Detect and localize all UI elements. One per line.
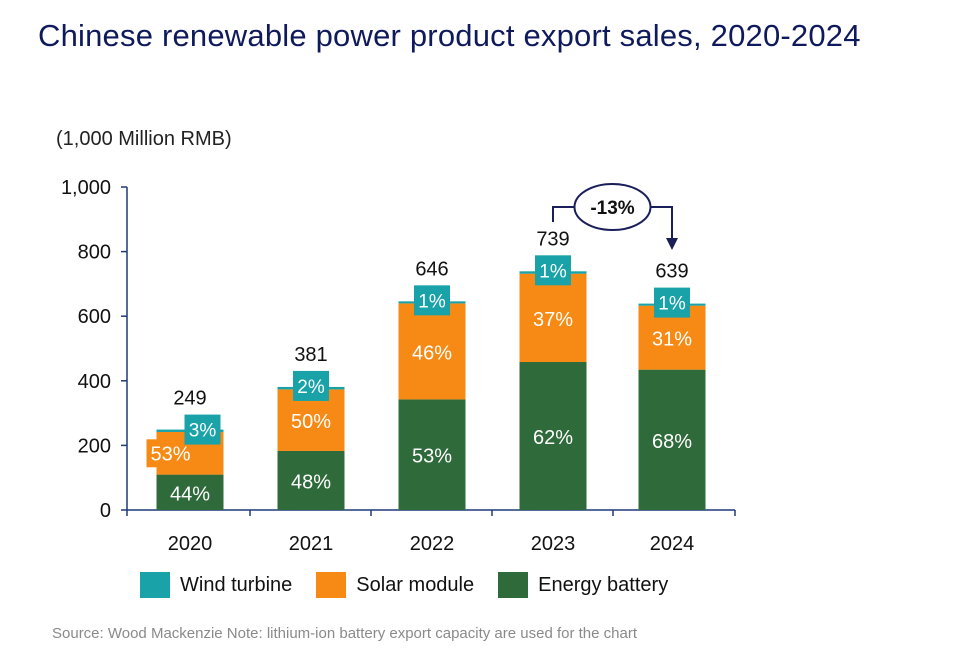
legend-item-solar: Solar module xyxy=(316,572,474,598)
source-note: Source: Wood Mackenzie Note: lithium-ion… xyxy=(52,625,638,642)
data-label-solar-2021: 50% xyxy=(291,411,331,433)
bar-segment-solar-2022 xyxy=(398,303,466,400)
data-label-wind-2020: 3% xyxy=(189,421,217,442)
data-label-wind-2023: 1% xyxy=(539,261,567,282)
x-tick-label-2021: 2021 xyxy=(289,533,334,555)
data-label-solar-2023: 37% xyxy=(533,309,573,331)
legend-swatch-solar xyxy=(316,572,347,598)
legend-label-battery: Energy battery xyxy=(538,573,669,596)
data-label-solar-2024: 31% xyxy=(652,329,692,351)
total-label-2020: 249 xyxy=(173,388,206,410)
bar-segment-battery-2020 xyxy=(156,474,224,510)
data-label-battery-2023: 62% xyxy=(533,427,573,449)
data-label-battery-2020: 44% xyxy=(170,483,210,505)
legend-swatch-battery xyxy=(498,572,529,598)
legend-label-solar: Solar module xyxy=(356,573,475,596)
total-label-2024: 639 xyxy=(655,261,688,283)
change-bubble xyxy=(573,183,652,231)
y-tick-label: 800 xyxy=(78,242,111,264)
x-tick-label-2023: 2023 xyxy=(531,533,576,555)
data-label-wind-2021: 2% xyxy=(297,377,325,398)
y-tick-label: 0 xyxy=(100,500,111,522)
change-arrowhead xyxy=(666,238,678,250)
y-tick-label: 600 xyxy=(78,306,111,328)
data-label-box-wind-2024 xyxy=(654,287,690,318)
data-label-box-wind-2022 xyxy=(414,285,450,316)
x-tick-label-2020: 2020 xyxy=(168,533,213,555)
y-tick-label: 1,000 xyxy=(61,177,111,199)
legend: Wind turbine Solar module Energy battery xyxy=(140,572,692,598)
chart-title: Chinese renewable power product export s… xyxy=(38,18,861,53)
total-label-2022: 646 xyxy=(415,258,448,280)
change-label: -13% xyxy=(590,198,634,219)
data-label-wind-2022: 1% xyxy=(418,291,446,312)
data-label-solar-2020: 53% xyxy=(150,443,190,465)
bar-segment-battery-2024 xyxy=(638,369,706,510)
data-label-battery-2022: 53% xyxy=(412,446,452,468)
data-label-box-wind-2021 xyxy=(293,370,329,401)
y-tick-label: 200 xyxy=(78,435,111,457)
data-label-box-wind-2020 xyxy=(184,414,221,445)
data-label-battery-2024: 68% xyxy=(652,431,692,453)
y-tick-label: 400 xyxy=(78,371,111,393)
bar-segment-battery-2023 xyxy=(519,362,587,510)
data-label-solar-2022: 46% xyxy=(412,342,452,364)
x-tick-label-2022: 2022 xyxy=(410,533,455,555)
y-axis-unit-label: (1,000 Million RMB) xyxy=(56,128,232,150)
data-label-battery-2021: 48% xyxy=(291,471,331,493)
total-label-2021: 381 xyxy=(294,344,327,366)
data-label-box-wind-2023 xyxy=(535,255,571,286)
legend-item-wind: Wind turbine xyxy=(140,572,292,598)
legend-label-wind: Wind turbine xyxy=(180,573,293,596)
total-label-2023: 739 xyxy=(536,228,569,250)
bar-segment-battery-2022 xyxy=(398,399,466,510)
data-label-wind-2024: 1% xyxy=(658,294,686,315)
legend-item-battery: Energy battery xyxy=(498,572,668,598)
x-tick-label-2024: 2024 xyxy=(650,533,695,555)
bar-segment-battery-2021 xyxy=(277,450,345,510)
legend-swatch-wind xyxy=(140,572,170,598)
bar-segment-solar-2023 xyxy=(519,273,587,363)
